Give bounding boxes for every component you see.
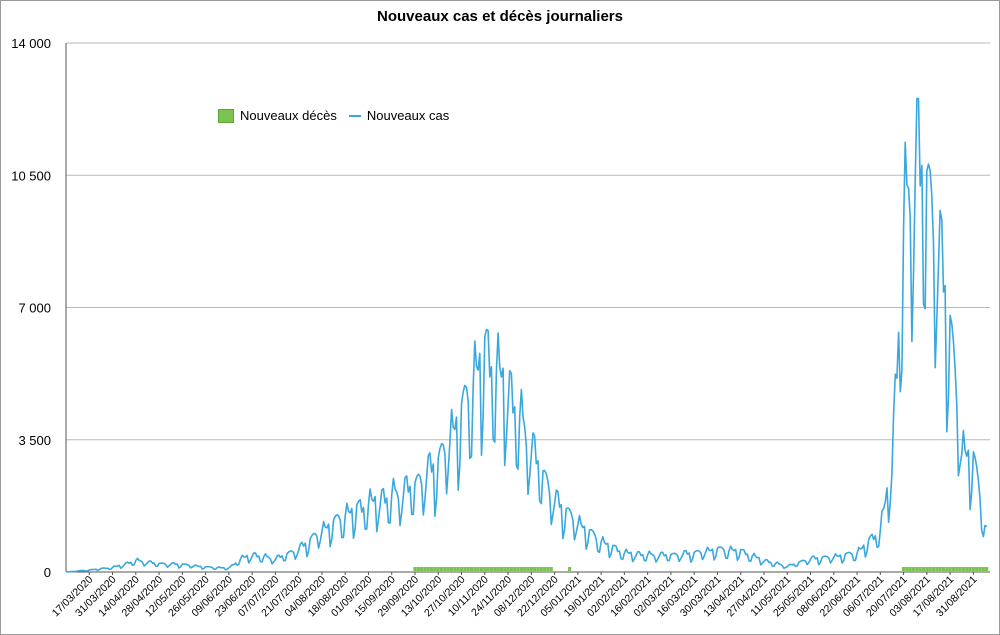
deaths-point — [486, 567, 490, 571]
deaths-point — [981, 567, 985, 571]
deaths-point — [523, 567, 527, 571]
deaths-point — [526, 567, 530, 571]
deaths-point — [493, 567, 497, 571]
deaths-point — [463, 567, 467, 571]
deaths-point — [420, 567, 424, 571]
deaths-point — [459, 567, 464, 571]
deaths-point — [433, 567, 437, 571]
deaths-point — [539, 567, 543, 571]
y-tick-label: 14 000 — [11, 36, 51, 51]
deaths-point — [503, 567, 507, 571]
deaths-point — [945, 567, 949, 571]
deaths-point — [567, 567, 572, 571]
deaths-point — [935, 567, 939, 571]
deaths-point — [506, 567, 510, 571]
deaths-point — [536, 567, 540, 571]
deaths-point — [516, 567, 520, 571]
deaths-point — [456, 567, 460, 571]
y-tick-label: 0 — [44, 565, 51, 580]
deaths-point — [426, 567, 430, 571]
deaths-point — [911, 567, 916, 571]
deaths-point — [955, 567, 959, 571]
chart-legend: Nouveaux décès Nouveaux cas — [218, 108, 455, 123]
legend-item-cases: Nouveaux cas — [348, 108, 450, 123]
y-tick-label: 10 500 — [11, 168, 51, 183]
deaths-point — [476, 567, 480, 571]
deaths-point — [951, 567, 956, 571]
deaths-point — [985, 567, 989, 571]
deaths-point — [918, 567, 922, 571]
deaths-point — [543, 567, 547, 571]
deaths-point — [915, 567, 919, 571]
deaths-point — [941, 567, 946, 571]
deaths-point — [961, 567, 966, 571]
deaths-point — [483, 567, 487, 571]
deaths-point — [901, 567, 906, 571]
deaths-point — [446, 567, 450, 571]
deaths-point — [430, 567, 434, 571]
deaths-point — [439, 567, 444, 571]
deaths-point — [469, 567, 474, 571]
deaths-point — [925, 567, 929, 571]
deaths-point — [965, 567, 969, 571]
deaths-point — [449, 567, 454, 571]
deaths-point — [905, 567, 909, 571]
deaths-point — [529, 567, 533, 571]
chart-title: Nouveaux cas et décès journaliers — [377, 8, 623, 25]
deaths-point — [921, 567, 926, 571]
legend-swatch-deaths — [218, 108, 234, 123]
deaths-point — [443, 567, 447, 571]
deaths-point — [938, 567, 942, 571]
deaths-point — [978, 567, 982, 571]
deaths-point — [479, 567, 484, 571]
y-tick-label: 7 000 — [18, 301, 51, 316]
deaths-point — [499, 567, 504, 571]
deaths-point — [473, 567, 477, 571]
deaths-point — [533, 567, 537, 571]
deaths-point — [416, 567, 420, 571]
deaths-point — [489, 567, 494, 571]
deaths-point — [509, 567, 513, 571]
deaths-point — [928, 567, 932, 571]
deaths-point — [519, 567, 523, 571]
deaths-point — [971, 567, 975, 571]
deaths-point — [948, 567, 952, 571]
deaths-point — [968, 567, 972, 571]
deaths-point — [931, 567, 936, 571]
legend-swatch-cases — [348, 114, 361, 117]
deaths-point — [958, 567, 962, 571]
cases-line — [65, 97, 988, 573]
legend-item-deaths: Nouveaux décès — [218, 108, 337, 123]
deaths-point — [453, 567, 457, 571]
deaths-point — [436, 567, 440, 571]
deaths-point — [513, 567, 517, 571]
deaths-point — [466, 567, 470, 571]
deaths-point — [975, 567, 979, 571]
deaths-point — [496, 567, 500, 571]
deaths-point — [413, 567, 417, 571]
deaths-point — [423, 567, 427, 571]
y-tick-label: 3 500 — [18, 433, 51, 448]
legend-label-deaths: Nouveaux décès — [240, 108, 337, 123]
deaths-point — [908, 567, 912, 571]
deaths-point — [549, 567, 553, 571]
deaths-point — [546, 567, 550, 571]
legend-label-cases: Nouveaux cas — [366, 108, 450, 123]
